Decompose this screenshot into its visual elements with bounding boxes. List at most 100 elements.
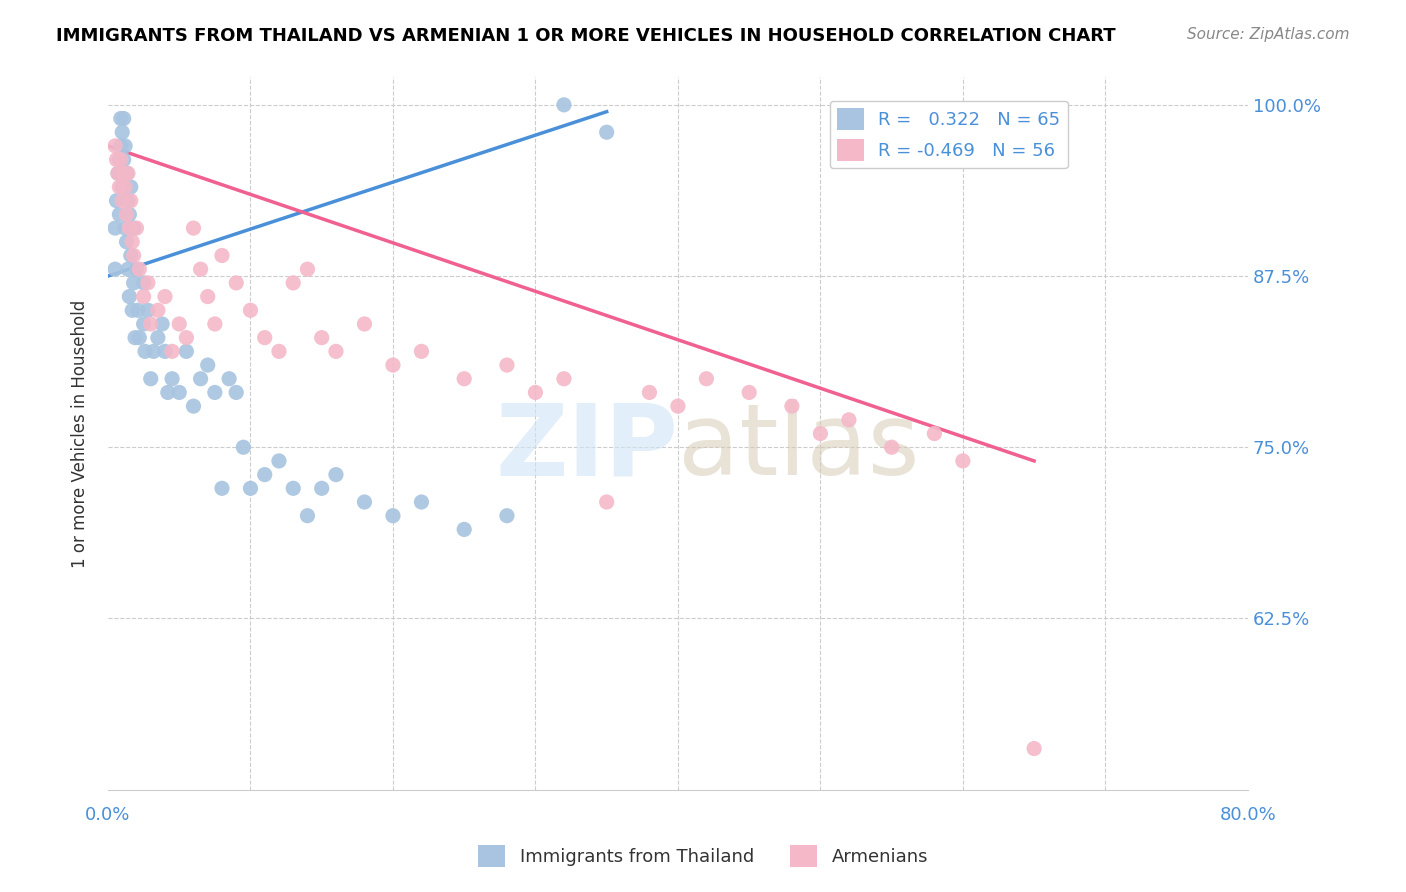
Point xyxy=(121,303,143,318)
Point xyxy=(128,331,150,345)
Point xyxy=(122,248,145,262)
Point xyxy=(808,426,831,441)
Point xyxy=(325,467,347,482)
Point xyxy=(553,372,575,386)
Point xyxy=(267,454,290,468)
Point xyxy=(136,276,159,290)
Point xyxy=(204,317,226,331)
Point xyxy=(114,221,136,235)
Point xyxy=(118,207,141,221)
Point xyxy=(453,523,475,537)
Point xyxy=(114,180,136,194)
Point xyxy=(111,125,134,139)
Point xyxy=(595,125,617,139)
Point xyxy=(167,385,190,400)
Point xyxy=(121,235,143,249)
Point xyxy=(666,399,689,413)
Point xyxy=(150,317,173,331)
Point xyxy=(780,399,803,413)
Point xyxy=(253,331,276,345)
Point xyxy=(118,221,141,235)
Point xyxy=(105,194,128,208)
Point xyxy=(146,303,169,318)
Point xyxy=(114,180,136,194)
Text: ZIP: ZIP xyxy=(495,400,678,496)
Point xyxy=(176,331,198,345)
Point xyxy=(738,385,761,400)
Point xyxy=(225,385,247,400)
Point xyxy=(122,221,145,235)
Point xyxy=(283,276,305,290)
Point xyxy=(160,372,183,386)
Point xyxy=(283,481,305,495)
Point xyxy=(211,248,233,262)
Point xyxy=(132,289,155,303)
Point xyxy=(311,331,333,345)
Point xyxy=(110,139,132,153)
Point xyxy=(297,508,319,523)
Point xyxy=(880,440,903,454)
Point xyxy=(952,454,974,468)
Point xyxy=(120,180,142,194)
Point xyxy=(381,358,404,372)
Legend: Immigrants from Thailand, Armenians: Immigrants from Thailand, Armenians xyxy=(471,838,935,874)
Point xyxy=(139,317,162,331)
Point xyxy=(107,166,129,180)
Point xyxy=(695,372,717,386)
Point xyxy=(110,112,132,126)
Point xyxy=(127,303,149,318)
Point xyxy=(146,331,169,345)
Text: IMMIGRANTS FROM THAILAND VS ARMENIAN 1 OR MORE VEHICLES IN HOUSEHOLD CORRELATION: IMMIGRANTS FROM THAILAND VS ARMENIAN 1 O… xyxy=(56,27,1116,45)
Point xyxy=(112,166,135,180)
Point xyxy=(117,262,139,277)
Text: 0.0%: 0.0% xyxy=(86,806,131,824)
Point xyxy=(115,207,138,221)
Point xyxy=(232,440,254,454)
Point xyxy=(411,344,433,359)
Point xyxy=(524,385,547,400)
Point xyxy=(239,303,262,318)
Point xyxy=(496,358,519,372)
Point xyxy=(553,98,575,112)
Text: atlas: atlas xyxy=(678,400,920,496)
Point xyxy=(128,262,150,277)
Point xyxy=(120,194,142,208)
Point xyxy=(638,385,661,400)
Text: 80.0%: 80.0% xyxy=(1219,806,1277,824)
Point xyxy=(176,344,198,359)
Point xyxy=(104,139,127,153)
Point xyxy=(153,289,176,303)
Point xyxy=(120,248,142,262)
Point xyxy=(112,153,135,167)
Point xyxy=(112,112,135,126)
Point xyxy=(297,262,319,277)
Point xyxy=(496,508,519,523)
Point xyxy=(218,372,240,386)
Point xyxy=(117,194,139,208)
Point xyxy=(114,139,136,153)
Y-axis label: 1 or more Vehicles in Household: 1 or more Vehicles in Household xyxy=(72,300,89,567)
Point xyxy=(132,317,155,331)
Point xyxy=(142,344,165,359)
Point xyxy=(1024,741,1046,756)
Point xyxy=(104,262,127,277)
Point xyxy=(160,344,183,359)
Point xyxy=(134,344,156,359)
Point xyxy=(167,317,190,331)
Point xyxy=(122,276,145,290)
Point xyxy=(211,481,233,495)
Point xyxy=(111,194,134,208)
Point xyxy=(197,289,219,303)
Point xyxy=(125,262,148,277)
Point xyxy=(104,221,127,235)
Point xyxy=(225,276,247,290)
Point xyxy=(132,276,155,290)
Point xyxy=(253,467,276,482)
Point xyxy=(139,372,162,386)
Point xyxy=(118,289,141,303)
Point xyxy=(111,180,134,194)
Point xyxy=(381,508,404,523)
Point xyxy=(353,317,375,331)
Point xyxy=(353,495,375,509)
Point xyxy=(838,413,860,427)
